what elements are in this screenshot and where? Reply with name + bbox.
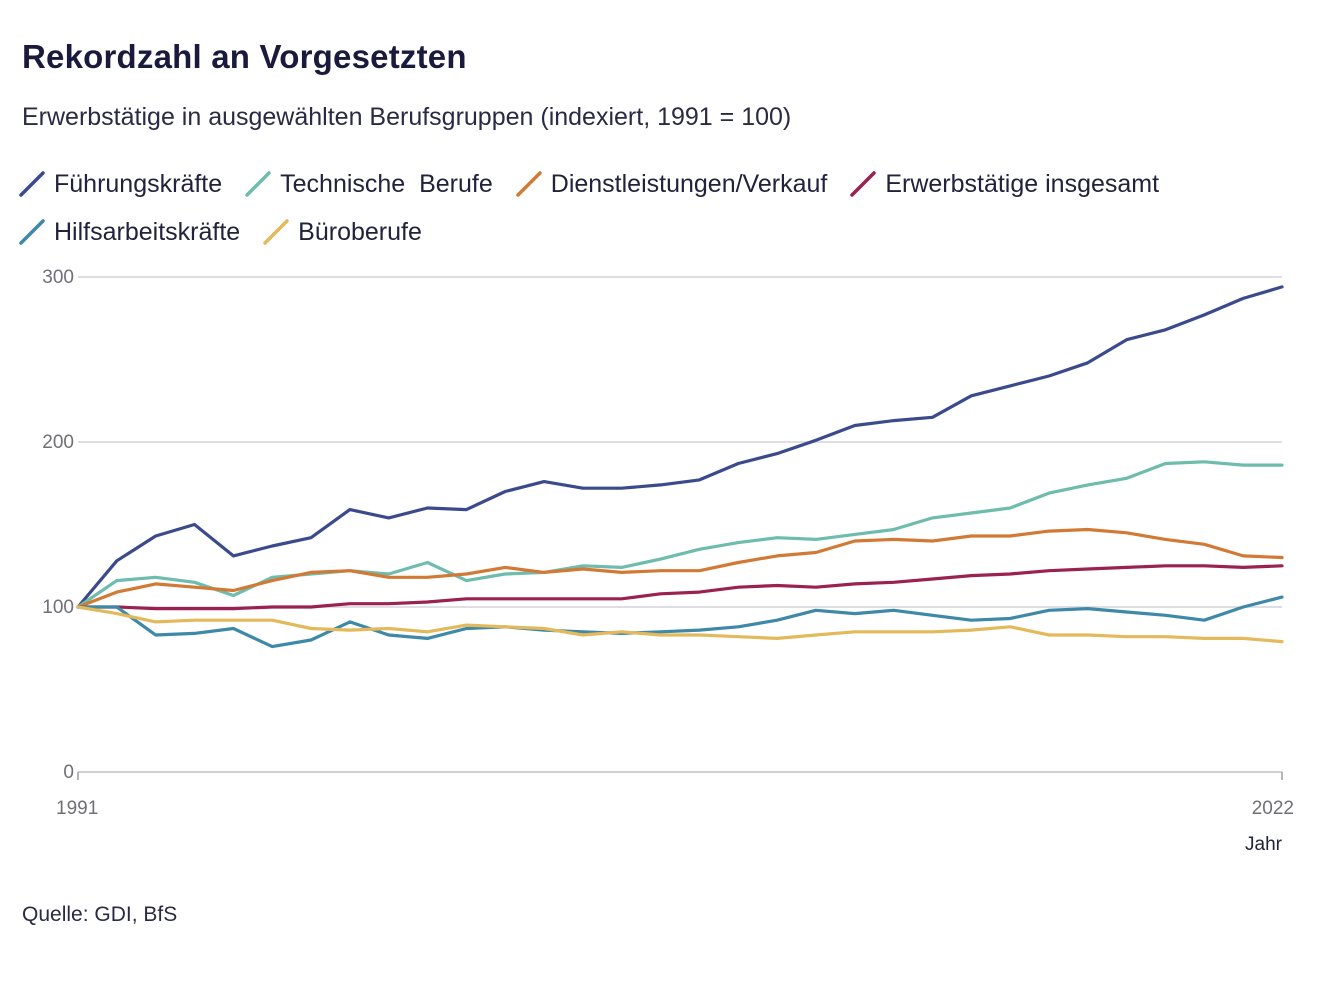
y-axis-labels: 0 100 200 300: [42, 267, 74, 783]
grid-lines: [78, 276, 1282, 773]
chart-legend: Führungskräfte Technische Berufe Dienstl…: [18, 160, 1318, 256]
legend-row-2: Hilfsarbeitskräfte Büroberufe: [18, 208, 1318, 256]
chart-title: Rekordzahl an Vorgesetzten: [22, 38, 467, 75]
y-tick-label: 200: [42, 432, 74, 453]
legend-label: Erwerbstätige insgesamt: [885, 169, 1160, 198]
y-tick-label: 100: [42, 597, 74, 618]
x-tick-label: 2022: [1252, 798, 1294, 819]
line-chart: 0 100 200 300 1991 2022 Jahr: [42, 267, 1294, 855]
legend-swatch-icon: [850, 171, 877, 197]
series-line-3: [76, 564, 1284, 611]
legend-swatch-icon: [516, 171, 542, 197]
series-line-5: [76, 605, 1284, 644]
x-axis: 1991 2022 Jahr: [56, 772, 1294, 855]
legend-item-technische-berufe[interactable]: Technische Berufe: [244, 170, 493, 199]
legend-item-dienstleistungen-verkauf[interactable]: Dienstleistungen/Verkauf: [515, 169, 828, 199]
legend-label: Führungskräfte: [54, 169, 223, 198]
source-note: Quelle: GDI, BfS: [22, 903, 178, 926]
series-line-4: [76, 595, 1284, 649]
legend-item-bueroberufe[interactable]: Büroberufe: [262, 218, 422, 247]
legend-label: Technische Berufe: [280, 169, 493, 198]
legend-label: Hilfsarbeitskräfte: [54, 217, 241, 246]
series-lines: [76, 285, 1284, 649]
series-line-2: [76, 527, 1284, 609]
chart-subtitle: Erwerbstätige in ausgewählten Berufsgrup…: [22, 103, 792, 131]
legend-item-hilfsarbeitskraefte[interactable]: Hilfsarbeitskräfte: [18, 218, 240, 247]
x-tick-label: 1991: [56, 798, 98, 819]
legend-swatch-icon: [263, 219, 289, 245]
legend-swatch-icon: [19, 219, 45, 245]
legend-row-1: Führungskräfte Technische Berufe Dienstl…: [18, 160, 1318, 208]
legend-swatch-icon: [245, 171, 271, 197]
x-axis-title: Jahr: [1245, 834, 1283, 855]
series-line-1: [76, 460, 1284, 609]
legend-swatch-icon: [19, 171, 45, 197]
series-line-0: [76, 285, 1284, 609]
y-tick-label: 0: [63, 762, 74, 783]
y-tick-label: 300: [42, 267, 74, 288]
legend-item-erwerbstaetige-insgesamt[interactable]: Erwerbstätige insgesamt: [849, 170, 1159, 199]
legend-item-fuehrungskraefte[interactable]: Führungskräfte: [18, 170, 222, 199]
legend-label: Büroberufe: [298, 217, 422, 246]
legend-label: Dienstleistungen/Verkauf: [550, 169, 828, 198]
